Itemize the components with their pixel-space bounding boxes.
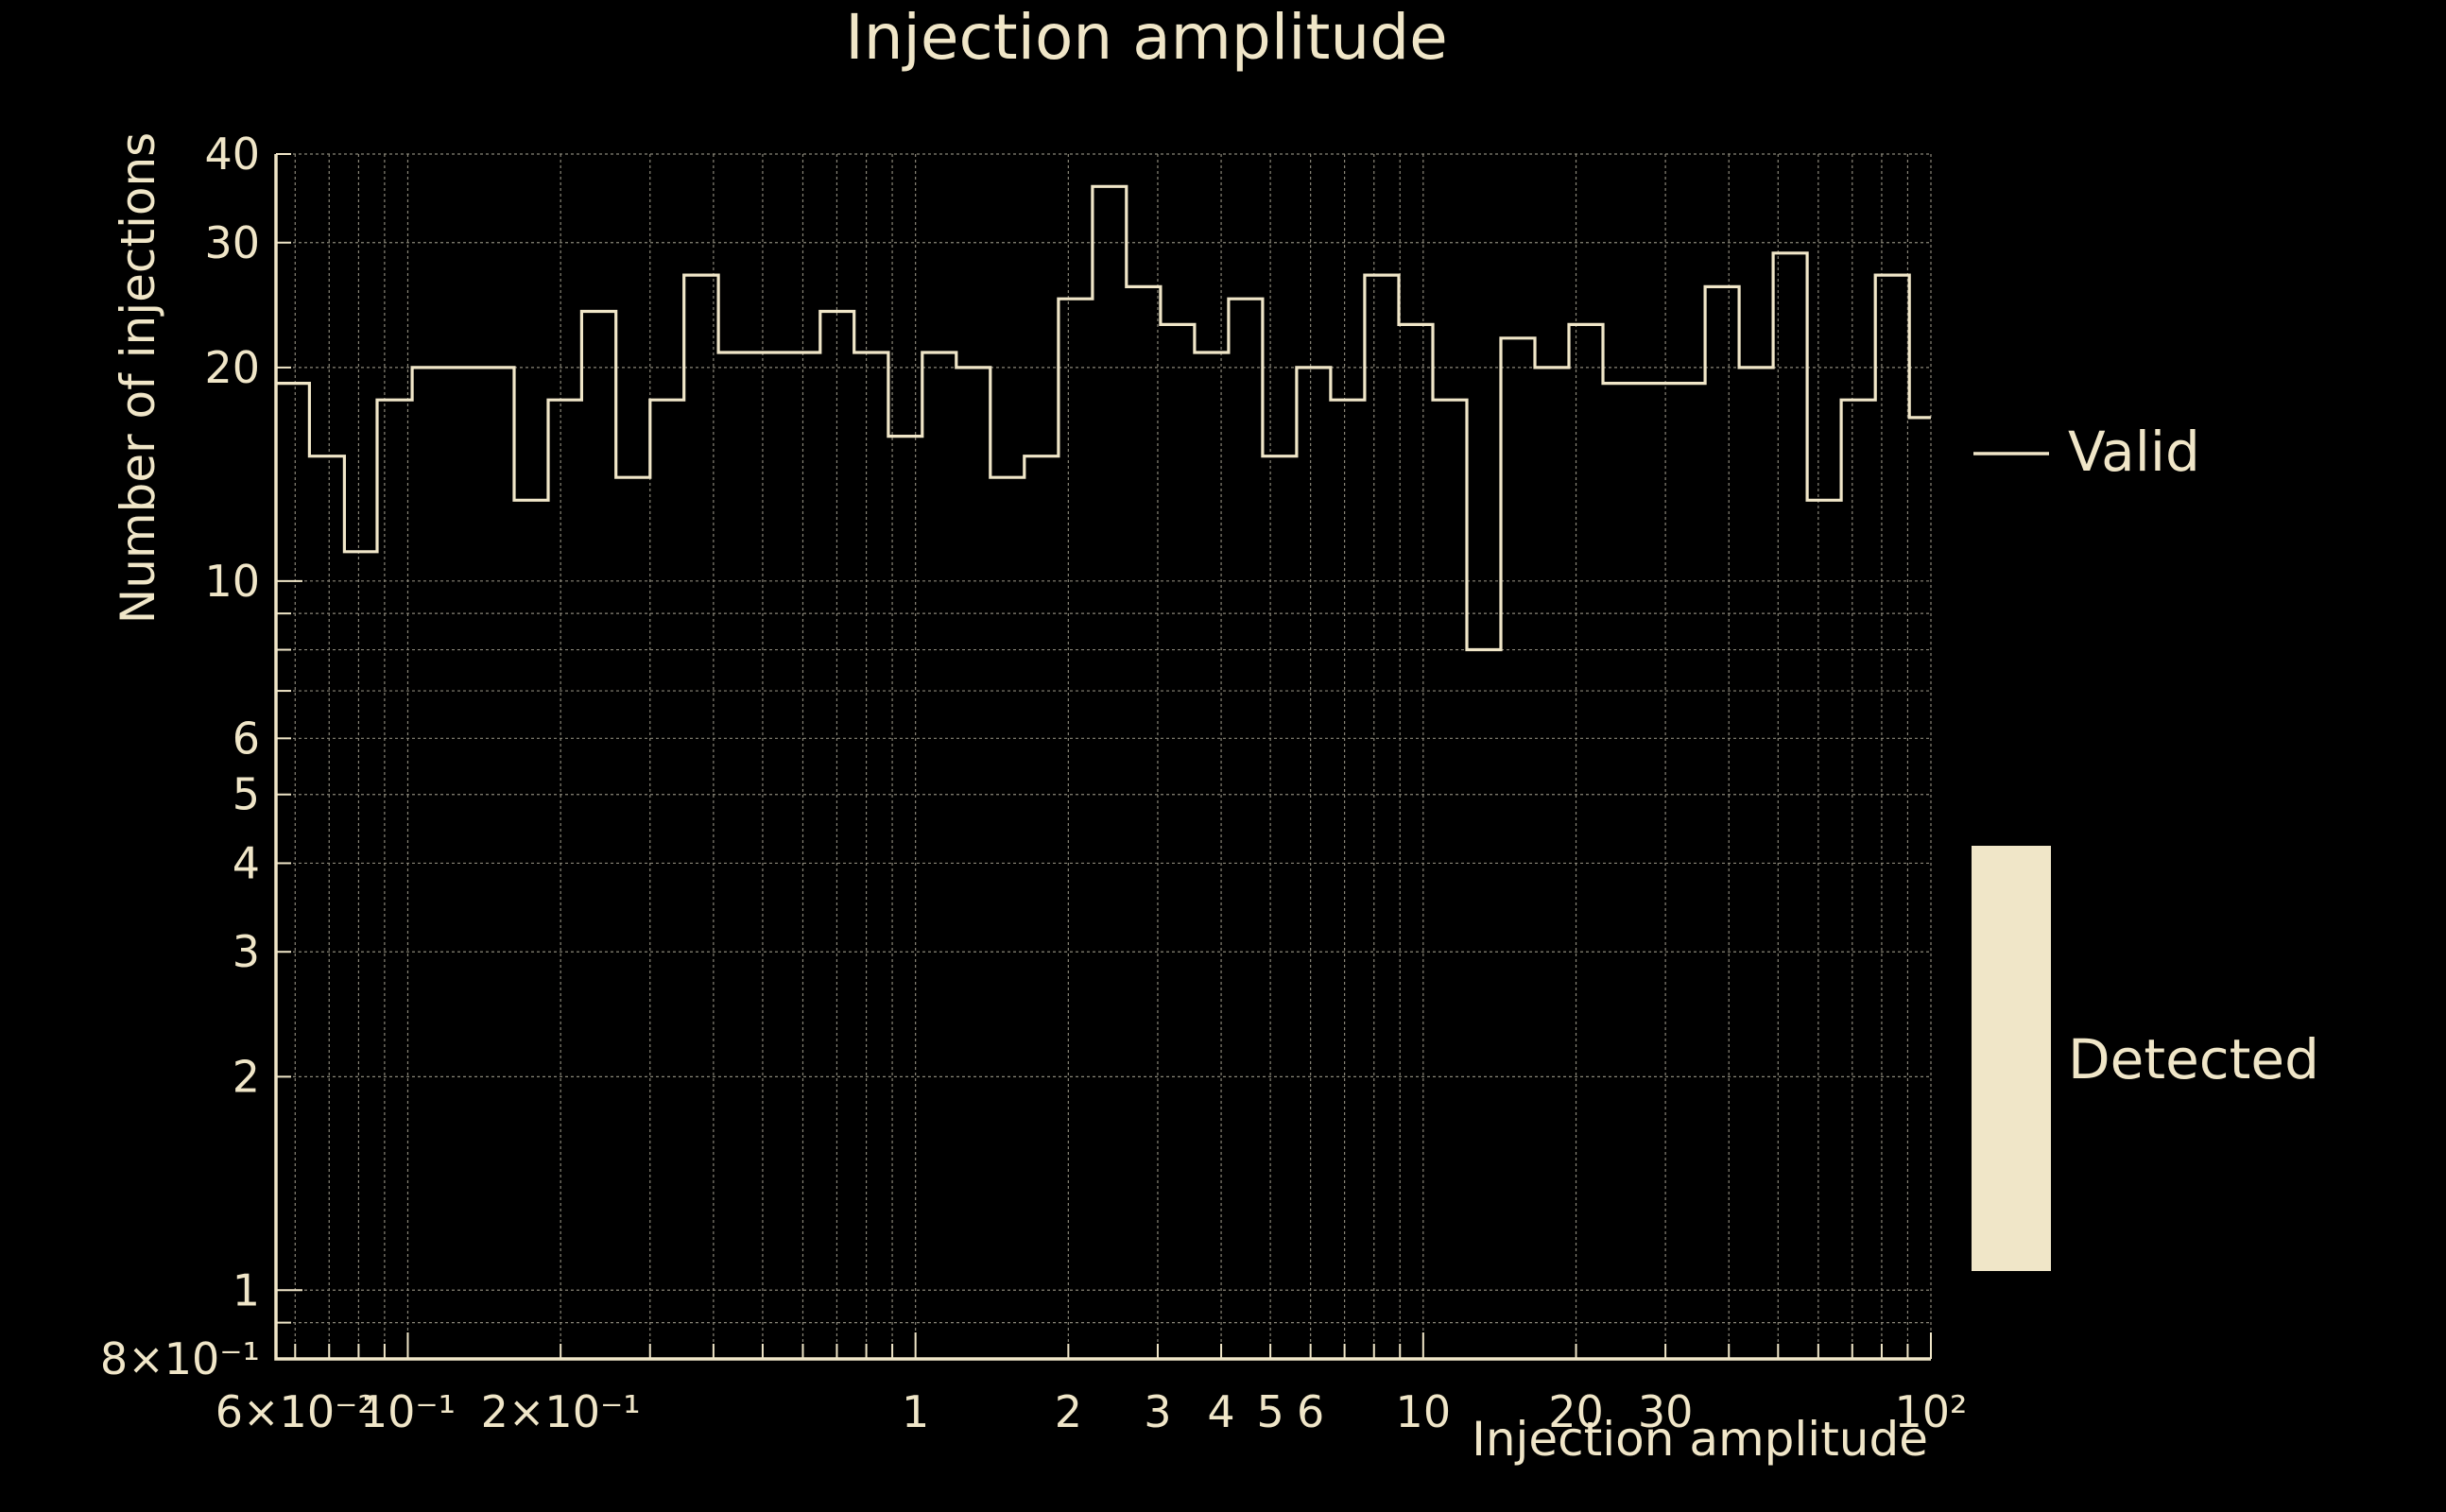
y-tick-label: 2 (233, 1051, 260, 1102)
y-tick-label: 5 (233, 769, 260, 820)
x-tick-label: 2 (1055, 1386, 1082, 1437)
y-tick-label: 30 (204, 217, 260, 268)
x-tick-label: 1 (902, 1386, 929, 1437)
legend-detected-swatch (1972, 846, 2051, 1271)
x-tick-label: 6 (1297, 1386, 1324, 1437)
legend-detected-label: Detected (2068, 1027, 2319, 1091)
valid-series-line (276, 184, 1931, 652)
y-tick-label: 6 (233, 713, 260, 764)
x-tick-label: 30 (1638, 1386, 1694, 1437)
y-tick-label: 3 (233, 926, 260, 977)
x-tick-label: 10² (1895, 1386, 1968, 1437)
y-tick-label: 20 (204, 342, 260, 393)
x-tick-label: 4 (1207, 1386, 1234, 1437)
axis-ticks (276, 153, 1932, 1360)
y-tick-label: 40 (204, 129, 260, 180)
x-axis-label: Injection amplitude (1472, 1412, 1928, 1467)
x-tick-label: 10 (1396, 1386, 1452, 1437)
axes-frame (274, 154, 1931, 1361)
y-tick-label: 10 (204, 556, 260, 607)
y-tick-label: 4 (233, 837, 260, 888)
chart-title: Injection amplitude (845, 1, 1447, 74)
x-tick-label: 3 (1144, 1386, 1171, 1437)
x-tick-label: 5 (1256, 1386, 1283, 1437)
x-tick-label: 2×10⁻¹ (481, 1386, 641, 1437)
grid-lines (276, 153, 1932, 1360)
x-tick-labels: 6×10⁻²10⁻¹ 2×10⁻¹ 1 2 3 4 5 6 10 20 30 10² (215, 1386, 1968, 1437)
y-axis-label: Number of injections (111, 132, 165, 624)
y-tick-label: 8×10⁻¹ (100, 1333, 260, 1384)
y-tick-label: 1 (233, 1264, 260, 1315)
x-tick-label: 10⁻¹ (360, 1386, 456, 1437)
legend: Valid Detected (1972, 420, 2319, 1271)
x-tick-label: 6×10⁻² (215, 1386, 375, 1437)
x-tick-label: 20 (1548, 1386, 1604, 1437)
legend-valid-label: Valid (2068, 420, 2200, 484)
y-tick-labels: 8×10⁻¹ 1 2 3 4 56 10 20 30 40 (100, 129, 260, 1384)
